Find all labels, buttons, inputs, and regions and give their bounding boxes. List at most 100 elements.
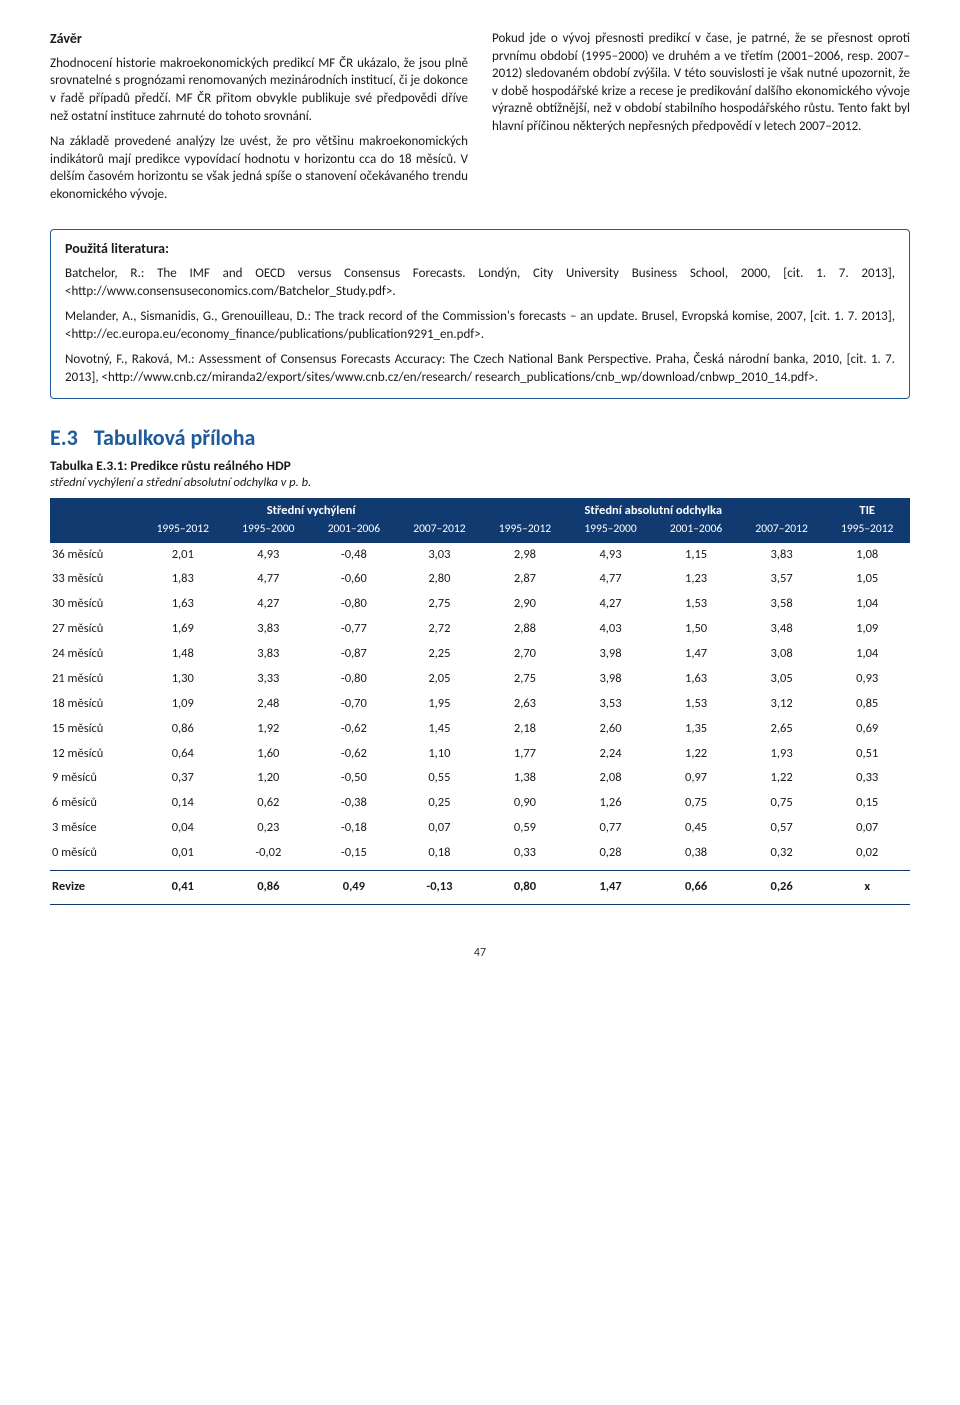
table-cell: 1,69 xyxy=(140,617,226,642)
table-cell: 0,38 xyxy=(653,841,739,870)
table-cell: 3,05 xyxy=(739,667,825,692)
table-cell: 1,22 xyxy=(653,742,739,767)
table-cell: 0,77 xyxy=(568,816,654,841)
table-cell: -0,77 xyxy=(311,617,397,642)
section-title: Tabulková příloha xyxy=(94,424,256,451)
table-cell: 0,41 xyxy=(140,870,226,904)
conclusion-para: Pokud jde o vývoj přesnosti predikcí v č… xyxy=(492,30,910,135)
table-cell: -0,50 xyxy=(311,766,397,791)
table-cell: 3,12 xyxy=(739,692,825,717)
table-cell: 0,01 xyxy=(140,841,226,870)
table-row: 15 měsíců0,861,92-0,621,452,182,601,352,… xyxy=(50,717,910,742)
table-cell: 0,18 xyxy=(397,841,483,870)
table-cell: 3,98 xyxy=(568,667,654,692)
table-cell: 0,07 xyxy=(824,816,910,841)
table-cell: 2,75 xyxy=(482,667,568,692)
table-cell: 0,75 xyxy=(653,791,739,816)
table-cell: 4,27 xyxy=(226,592,312,617)
table-row: 9 měsíců0,371,20-0,500,551,382,080,971,2… xyxy=(50,766,910,791)
table-cell: -0,80 xyxy=(311,667,397,692)
table-cell: 0,69 xyxy=(824,717,910,742)
table-cell: 2,72 xyxy=(397,617,483,642)
conclusion-right-col: Pokud jde o vývoj přesnosti predikcí v č… xyxy=(492,30,910,211)
table-cell: 2,98 xyxy=(482,543,568,568)
table-cell: 0,23 xyxy=(226,816,312,841)
table-cell: 2,48 xyxy=(226,692,312,717)
table-sub-header: 2007–2012 xyxy=(739,522,825,543)
table-cell: 1,08 xyxy=(824,543,910,568)
table-sub-header: 1995–2000 xyxy=(226,522,312,543)
row-label: 21 měsíců xyxy=(50,667,140,692)
table-sub-header: 1995–2000 xyxy=(568,522,654,543)
table-cell: 2,08 xyxy=(568,766,654,791)
table-title: Tabulka E.3.1: Predikce růstu reálného H… xyxy=(50,457,910,475)
table-row: 30 měsíců1,634,27-0,802,752,904,271,533,… xyxy=(50,592,910,617)
table-cell: x xyxy=(824,870,910,904)
table-row-revize: Revize0,410,860,49-0,130,801,470,660,26x xyxy=(50,870,910,904)
table-row: 3 měsíce0,040,23-0,180,070,590,770,450,5… xyxy=(50,816,910,841)
table-cell: 3,58 xyxy=(739,592,825,617)
table-row: 0 měsíců0,01-0,02-0,150,180,330,280,380,… xyxy=(50,841,910,870)
table-cell: 4,77 xyxy=(568,567,654,592)
table-cell: 0,55 xyxy=(397,766,483,791)
table-cell: 1,09 xyxy=(824,617,910,642)
table-cell: 1,48 xyxy=(140,642,226,667)
table-cell: 1,05 xyxy=(824,567,910,592)
table-cell: 0,90 xyxy=(482,791,568,816)
table-cell: 0,45 xyxy=(653,816,739,841)
table-cell: 0,57 xyxy=(739,816,825,841)
table-cell: 1,83 xyxy=(140,567,226,592)
conclusion-para: Na základě provedené analýzy lze uvést, … xyxy=(50,133,468,203)
table-cell: 1,60 xyxy=(226,742,312,767)
table-cell: 0,51 xyxy=(824,742,910,767)
table-group-header: Střední vychýlení xyxy=(140,498,482,522)
table-sub-header: 1995–2012 xyxy=(824,522,910,543)
table-cell: 0,97 xyxy=(653,766,739,791)
table-row: 6 měsíců0,140,62-0,380,250,901,260,750,7… xyxy=(50,791,910,816)
table-sub-header: 1995–2012 xyxy=(482,522,568,543)
table-cell: 1,95 xyxy=(397,692,483,717)
table-cell: 1,35 xyxy=(653,717,739,742)
table-cell: 0,66 xyxy=(653,870,739,904)
table-cell: 2,70 xyxy=(482,642,568,667)
table-cell: -0,80 xyxy=(311,592,397,617)
table-cell: 2,18 xyxy=(482,717,568,742)
row-label: 24 měsíců xyxy=(50,642,140,667)
table-row: 36 měsíců2,014,93-0,483,032,984,931,153,… xyxy=(50,543,910,568)
table-cell: 1,30 xyxy=(140,667,226,692)
table-cell: -0,70 xyxy=(311,692,397,717)
table-cell: 1,63 xyxy=(140,592,226,617)
table-cell: 0,85 xyxy=(824,692,910,717)
row-label: 33 měsíců xyxy=(50,567,140,592)
table-cell: 3,57 xyxy=(739,567,825,592)
table-cell: 2,90 xyxy=(482,592,568,617)
table-cell: 1,23 xyxy=(653,567,739,592)
table-cell: 0,28 xyxy=(568,841,654,870)
table-cell: 4,03 xyxy=(568,617,654,642)
table-cell: 1,09 xyxy=(140,692,226,717)
table-cell: 1,10 xyxy=(397,742,483,767)
table-cell: 0,93 xyxy=(824,667,910,692)
table-cell: -0,62 xyxy=(311,742,397,767)
table-cell: 1,63 xyxy=(653,667,739,692)
row-label: 30 měsíců xyxy=(50,592,140,617)
table-cell: 1,47 xyxy=(653,642,739,667)
page-number: 47 xyxy=(50,945,910,961)
table-cell: 1,38 xyxy=(482,766,568,791)
table-row: 24 měsíců1,483,83-0,872,252,703,981,473,… xyxy=(50,642,910,667)
section-e3-heading: E.3Tabulková příloha xyxy=(50,423,910,453)
row-label: 6 měsíců xyxy=(50,791,140,816)
table-cell: 0,75 xyxy=(739,791,825,816)
table-cell: 1,47 xyxy=(568,870,654,904)
row-label: 15 měsíců xyxy=(50,717,140,742)
conclusion-heading: Závěr xyxy=(50,30,468,49)
table-row: 12 měsíců0,641,60-0,621,101,772,241,221,… xyxy=(50,742,910,767)
literature-item: Novotný, F., Raková, M.: Assessment of C… xyxy=(65,351,895,386)
row-label: 0 měsíců xyxy=(50,841,140,870)
table-cell: 0,26 xyxy=(739,870,825,904)
table-cell: 2,24 xyxy=(568,742,654,767)
table-sub-header: 2007–2012 xyxy=(397,522,483,543)
table-cell: 0,33 xyxy=(824,766,910,791)
table-cell: 3,08 xyxy=(739,642,825,667)
conclusion-left-col: Závěr Zhodnocení historie makroekonomick… xyxy=(50,30,468,211)
